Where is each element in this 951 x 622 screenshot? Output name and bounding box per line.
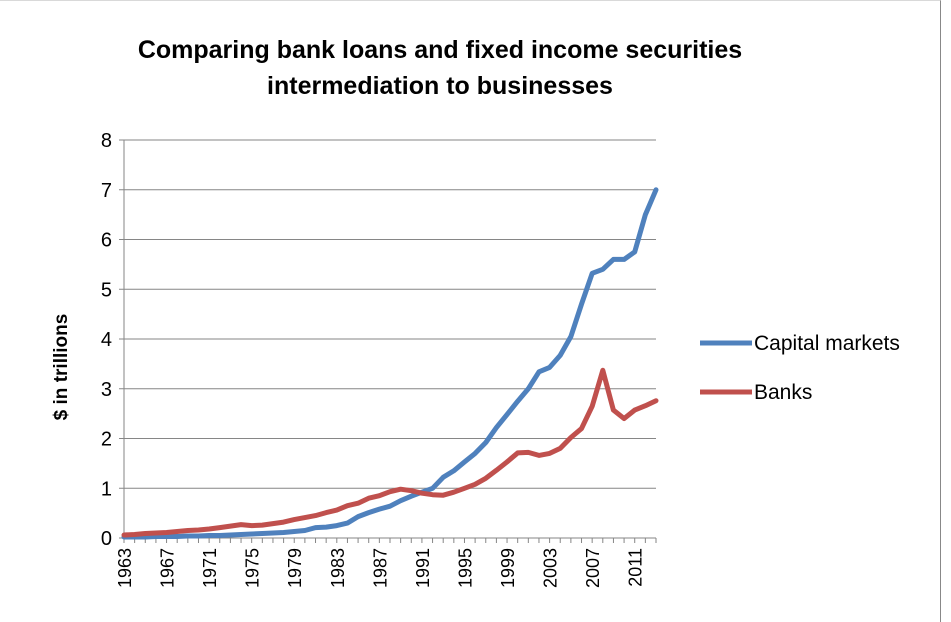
x-tick-label: 1987 <box>370 548 390 588</box>
x-tick-label: 1995 <box>455 548 475 588</box>
x-axis: 1963 1967 1971 1975 1979 1983 1987 1991 1995 1999… <box>115 140 657 588</box>
x-tick-label: 1971 <box>200 548 220 588</box>
series-lines <box>121 187 659 540</box>
series-line-capital-markets <box>121 187 659 540</box>
y-tick-label: 2 <box>101 429 112 451</box>
x-tick-label: 1975 <box>243 548 263 588</box>
x-tick-label: 1991 <box>413 548 433 588</box>
y-tick-label: 8 <box>101 130 112 152</box>
x-tick-label: 1983 <box>328 548 348 588</box>
y-tick-label: 0 <box>101 528 112 550</box>
y-tick-label: 3 <box>101 379 112 401</box>
y-tick-label: 5 <box>101 279 112 301</box>
legend: Capital markets Banks <box>700 332 900 404</box>
chart-title: Comparing bank loans and fixed income se… <box>50 32 830 104</box>
y-tick-label: 4 <box>101 329 112 351</box>
x-tick-label: 2011 <box>626 548 646 587</box>
series-line-banks <box>121 367 659 538</box>
y-axis-label: $ in trillions <box>51 314 72 421</box>
x-tick-label: 1999 <box>498 548 518 588</box>
y-tick-label: 7 <box>101 180 112 202</box>
legend-label: Banks <box>754 381 812 404</box>
y-axis-ticks: 0 1 2 3 4 5 6 7 8 <box>101 130 124 550</box>
legend-label: Capital markets <box>754 332 900 355</box>
x-tick-label: 2003 <box>541 548 561 588</box>
y-tick-label: 6 <box>101 230 112 252</box>
chart-title-line-2: intermediation to businesses <box>267 72 613 100</box>
y-tick-label: 1 <box>101 478 112 500</box>
x-tick-label: 2007 <box>583 548 603 588</box>
x-tick-label: 1963 <box>115 548 135 588</box>
x-tick-label: 1967 <box>158 548 178 588</box>
x-tick-label: 1979 <box>285 548 305 588</box>
chart-title-line-1: Comparing bank loans and fixed income se… <box>137 36 743 64</box>
